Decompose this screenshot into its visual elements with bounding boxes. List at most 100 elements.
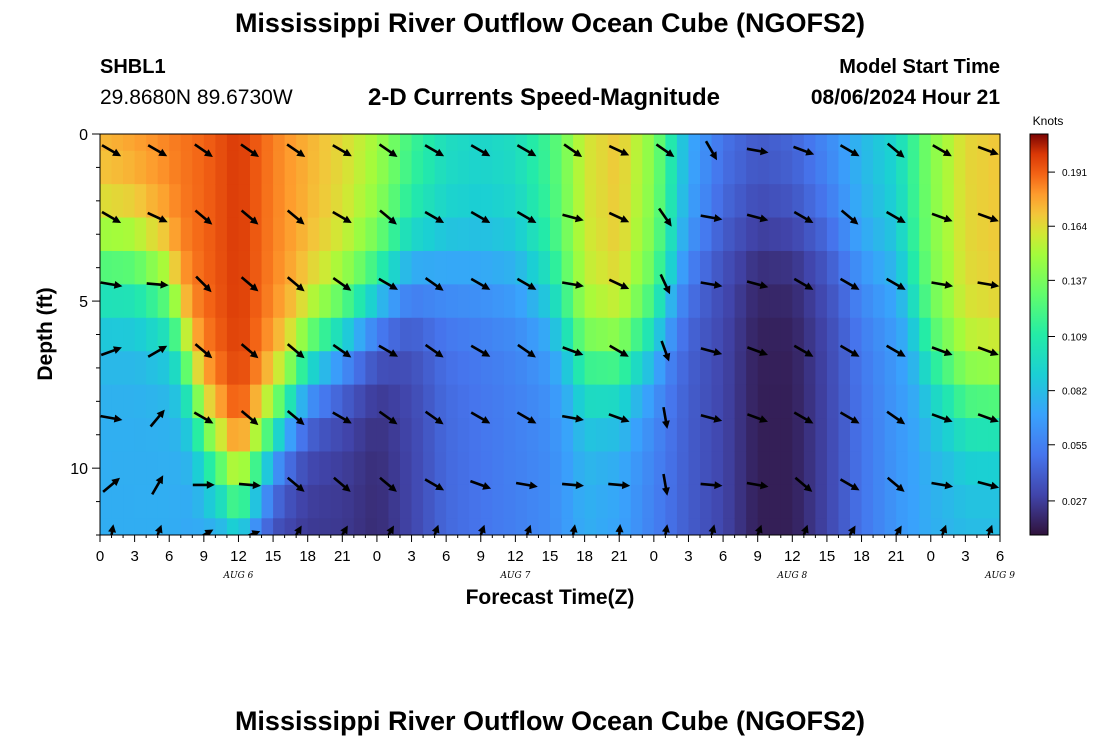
arrow-head <box>662 420 670 429</box>
arrow-head <box>295 483 305 492</box>
heatmap-cell <box>550 250 563 285</box>
heatmap-cell <box>503 284 516 319</box>
current-arrow <box>931 346 953 356</box>
x-date-label: AUG 6 <box>223 571 254 581</box>
arrow-head <box>615 524 624 533</box>
current-arrow <box>286 476 305 492</box>
heatmap-cell <box>238 518 251 535</box>
heatmap-cell <box>561 484 574 519</box>
heatmap-cell <box>873 184 886 219</box>
heatmap-cell <box>873 217 886 252</box>
current-arrow <box>977 346 999 356</box>
heatmap-cell <box>169 418 182 453</box>
heatmap-cell <box>630 384 643 419</box>
current-arrow <box>840 209 859 225</box>
heatmap-cell <box>192 451 205 486</box>
heatmap-cell <box>319 518 332 535</box>
heatmap-cell <box>665 134 678 152</box>
heatmap-cell <box>665 150 678 185</box>
current-arrow <box>700 214 723 222</box>
heatmap-cell <box>365 418 378 453</box>
current-arrow <box>700 347 723 356</box>
heatmap-cell <box>734 150 747 185</box>
current-arrow <box>977 281 1000 289</box>
current-arrow <box>931 281 954 289</box>
model-start-value: 08/06/2024 Hour 21 <box>810 86 1000 109</box>
heatmap-cell <box>353 317 366 352</box>
heatmap-cell <box>861 351 874 386</box>
heatmap-cell <box>123 418 136 453</box>
current-arrow <box>469 479 492 490</box>
heatmap-cell <box>873 134 886 152</box>
current-arrow <box>524 524 532 535</box>
heatmap-cell <box>965 418 978 453</box>
heatmap-cell <box>550 518 563 535</box>
heatmap-cell <box>526 150 540 185</box>
heatmap-cell <box>446 150 459 185</box>
heatmap-cell <box>676 451 690 486</box>
heatmap-cell <box>192 351 205 386</box>
heatmap-cell <box>238 451 251 486</box>
heatmap-cell <box>376 484 390 519</box>
arrow-head <box>942 148 952 157</box>
heatmap-cell <box>296 384 309 419</box>
current-arrow <box>793 210 814 223</box>
heatmap-cell <box>434 317 447 352</box>
heatmap-cell <box>850 150 863 185</box>
heatmap-cell <box>896 134 909 152</box>
heatmap-cell <box>757 250 770 285</box>
heatmap-cell <box>746 150 759 185</box>
heatmap-cell <box>850 250 863 285</box>
heatmap-cell <box>526 351 540 386</box>
heatmap-cell <box>896 284 909 319</box>
heatmap-cell <box>965 518 978 535</box>
heatmap-cell <box>492 484 505 519</box>
heatmap-cell <box>134 134 147 152</box>
heatmap-cell <box>480 317 493 352</box>
heatmap-cell <box>261 317 274 352</box>
heatmap-cell <box>169 351 182 386</box>
arrow-head <box>434 282 444 291</box>
heatmap-cell <box>469 484 482 519</box>
heatmap-cell <box>976 150 990 185</box>
heatmap-cell <box>261 217 274 252</box>
heatmap-cell <box>584 217 597 252</box>
heatmap-cell <box>492 150 505 185</box>
heatmap-cell <box>330 418 343 453</box>
x-tick-label: 21 <box>334 548 351 565</box>
heatmap-cell <box>434 250 447 285</box>
heatmap-cell <box>319 351 332 386</box>
arrow-head <box>989 348 999 356</box>
heatmap-cell <box>630 518 643 535</box>
heatmap-cell <box>815 184 828 219</box>
arrow-head <box>435 215 445 223</box>
heatmap-cell <box>342 317 355 352</box>
heatmap-cell <box>273 418 286 453</box>
heatmap-cell <box>250 134 263 152</box>
heatmap-cell <box>192 484 205 519</box>
heatmap-cell <box>157 150 170 185</box>
arrow-head <box>296 149 306 157</box>
heatmap-cell <box>423 250 436 285</box>
heatmap-cell <box>250 451 263 486</box>
arrow-head <box>342 483 351 492</box>
heatmap-cell <box>561 184 574 219</box>
arrow-head <box>804 282 814 290</box>
heatmap-cell <box>919 418 932 453</box>
current-arrow <box>746 346 768 356</box>
arrow-head <box>894 525 902 535</box>
current-arrow <box>340 525 348 535</box>
heatmap-cell <box>769 184 782 219</box>
current-arrow <box>294 525 302 535</box>
heatmap-cell <box>769 250 782 285</box>
heatmap-cell <box>330 451 343 486</box>
heatmap-cell <box>930 217 943 252</box>
heatmap-cell <box>515 451 528 486</box>
heatmap-cell <box>353 217 366 252</box>
heatmap-cell <box>480 217 493 252</box>
heatmap-cell <box>180 184 193 219</box>
arrow-head <box>714 481 723 490</box>
heatmap-cell <box>815 250 828 285</box>
heatmap-cell <box>896 217 909 252</box>
heatmap-cell <box>411 250 424 285</box>
